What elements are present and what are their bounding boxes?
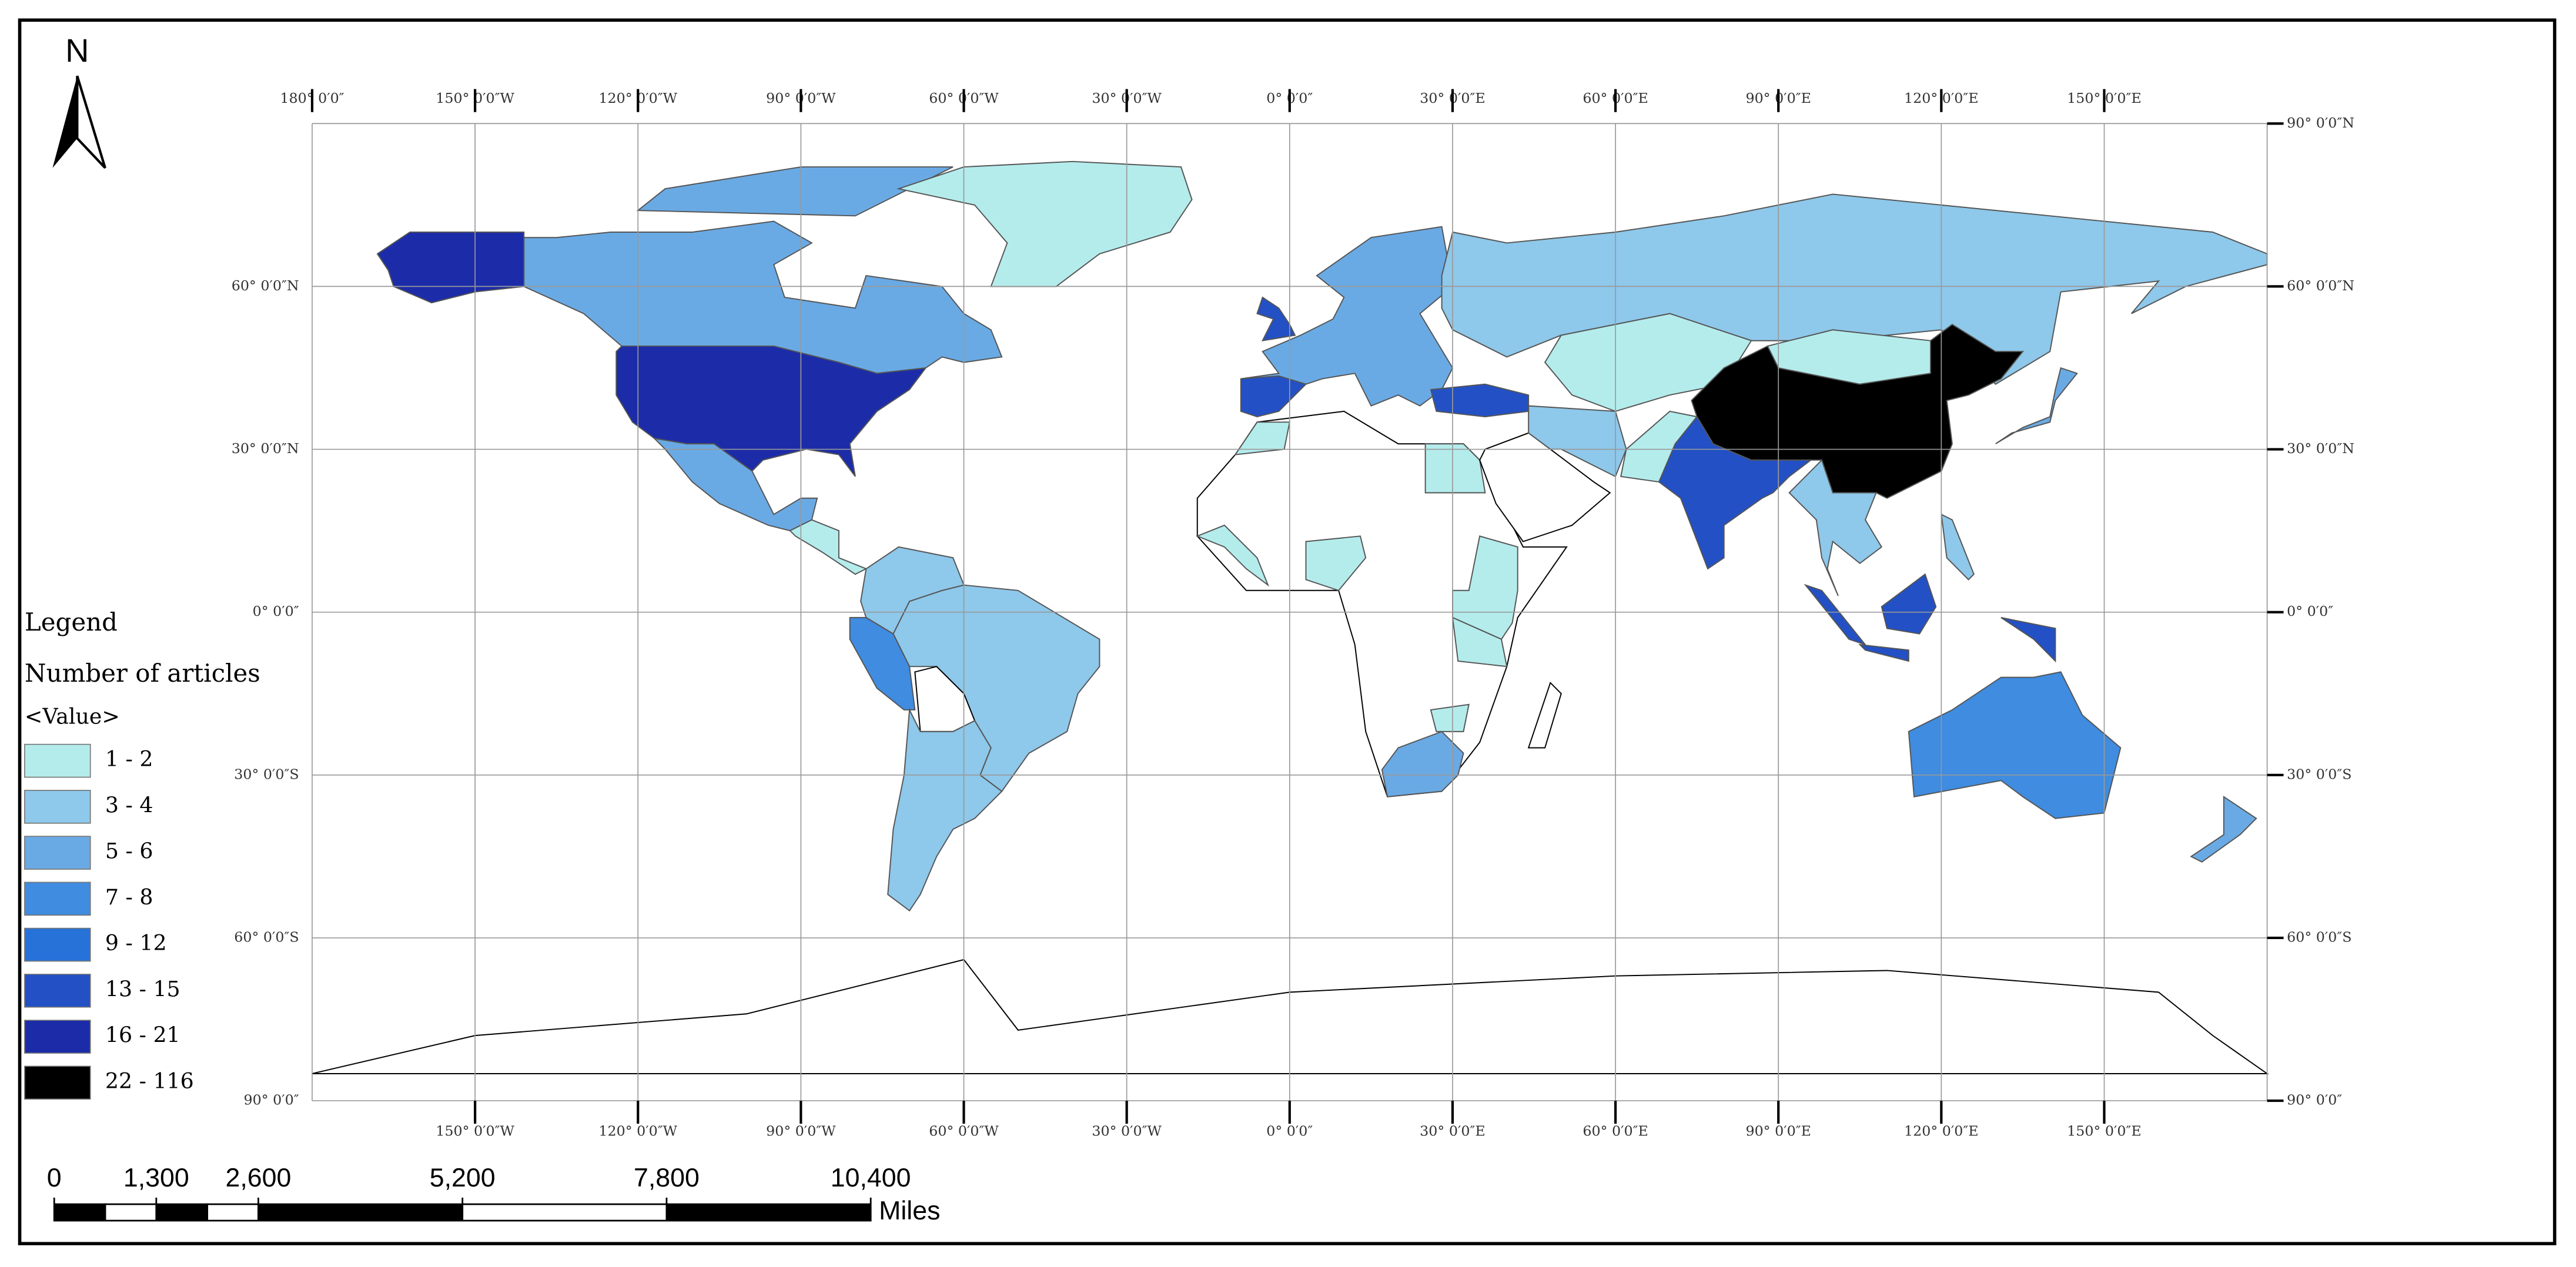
scale-segment — [155, 1203, 209, 1222]
right-lat-label: 60° 0′0″S — [2287, 929, 2351, 945]
scale-segment — [206, 1203, 259, 1222]
country — [1941, 513, 1975, 581]
legend-swatch — [24, 881, 91, 916]
legend-label: 13 - 15 — [105, 976, 180, 1001]
scale-segment — [461, 1203, 668, 1222]
left-lat-label: 60° 0′0″S — [234, 929, 299, 945]
scale-segment — [257, 1203, 464, 1222]
country — [1430, 383, 1530, 418]
legend-label: 1 - 2 — [105, 746, 153, 772]
scale-label: 2,600 — [226, 1164, 292, 1192]
legend-label: 7 - 8 — [105, 884, 153, 910]
right-lat-label: 60° 0′0″N — [2287, 277, 2354, 294]
country — [849, 616, 916, 710]
right-lat-label: 0° 0′0″ — [2287, 603, 2333, 619]
scale-label: 1,300 — [123, 1164, 189, 1192]
country — [653, 437, 818, 532]
scale-label: 0 — [47, 1164, 62, 1192]
country — [1658, 415, 1813, 570]
north-arrow: N — [52, 32, 106, 169]
legend-label: 5 - 6 — [105, 839, 153, 864]
left-lat-label: 0° 0′0″ — [253, 603, 299, 619]
north-label: N — [65, 32, 89, 69]
scale-label: 5,200 — [430, 1164, 496, 1192]
bottom-lon-label: 30° 0′0″W — [1092, 1123, 1162, 1139]
left-lat-label: 60° 0′0″N — [232, 277, 299, 294]
right-lat-label: 30° 0′0″N — [2287, 440, 2354, 457]
country — [1544, 313, 1752, 412]
scale-segment — [53, 1203, 106, 1222]
bottom-lon-label: 60° 0′0″E — [1583, 1123, 1648, 1139]
legend-label: 9 - 12 — [105, 930, 167, 956]
country — [1256, 296, 1296, 341]
legend-swatch — [24, 743, 91, 778]
left-lat-label: 90° 0′0″ — [243, 1092, 299, 1108]
bottom-lon-label: 90° 0′0″W — [766, 1123, 836, 1139]
country — [1881, 573, 1937, 635]
outer-frame — [18, 18, 2557, 1246]
country — [2000, 616, 2056, 663]
country — [1804, 584, 1867, 646]
country — [2190, 795, 2257, 863]
bottom-lon-label: 150° 0′0″W — [436, 1123, 514, 1139]
legend-swatch — [24, 1020, 91, 1054]
country — [1381, 730, 1464, 797]
left-lat-label: 30° 0′0″N — [232, 440, 299, 457]
legend-swatch — [24, 927, 91, 962]
scale-unit: Miles — [879, 1196, 940, 1225]
country — [1424, 443, 1486, 494]
legend-swatch — [24, 790, 91, 824]
legend-label: 3 - 4 — [105, 792, 153, 817]
country — [1451, 616, 1508, 668]
country — [1908, 671, 2122, 819]
right-lat-label: 90° 0′0″N — [2287, 115, 2354, 131]
legend-label: 22 - 116 — [105, 1068, 194, 1094]
country — [1527, 682, 1562, 749]
bottom-lon-label: 150° 0′0″E — [2067, 1123, 2142, 1139]
scale-segment — [665, 1203, 872, 1222]
scale-label: 7,800 — [634, 1164, 700, 1192]
right-lat-label: 30° 0′0″S — [2287, 766, 2351, 782]
bottom-lon-label: 120° 0′0″E — [1904, 1123, 1979, 1139]
country — [1528, 405, 1627, 478]
legend-subtitle: <Value> — [25, 703, 120, 729]
bottom-lon-label: 90° 0′0″E — [1745, 1123, 1811, 1139]
scale-segment — [104, 1203, 158, 1222]
legend-swatch — [24, 974, 91, 1008]
north-arrow-left — [52, 76, 78, 168]
legend-swatch — [24, 1065, 91, 1100]
bottom-lon-label: 0° 0′0″ — [1266, 1123, 1313, 1139]
country — [1995, 367, 2078, 445]
legend-label: 16 - 21 — [105, 1023, 180, 1048]
legend-field: Number of articles — [25, 659, 260, 688]
bottom-lon-label: 60° 0′0″W — [929, 1123, 999, 1139]
country — [1430, 703, 1470, 732]
bottom-lon-label: 30° 0′0″E — [1420, 1123, 1485, 1139]
country — [636, 166, 954, 217]
country — [1196, 524, 1270, 587]
right-lat-label: 90° 0′0″ — [2287, 1092, 2342, 1108]
legend-swatch — [24, 836, 91, 870]
bottom-lon-label: 120° 0′0″W — [598, 1123, 677, 1139]
legend-title: Legend — [25, 608, 118, 636]
country — [1305, 535, 1367, 591]
country — [1858, 643, 1909, 662]
scale-label: 10,400 — [831, 1164, 911, 1192]
north-arrow-right — [76, 75, 106, 169]
country — [1788, 459, 1882, 596]
country — [1240, 226, 1454, 407]
labels: 180° 0′0″ 150° 0′0″W 120° 0′0″W 90° 0′0″W 60… — [232, 89, 2354, 1139]
country — [1441, 193, 2268, 386]
left-lat-label: 30° 0′0″S — [234, 766, 299, 782]
